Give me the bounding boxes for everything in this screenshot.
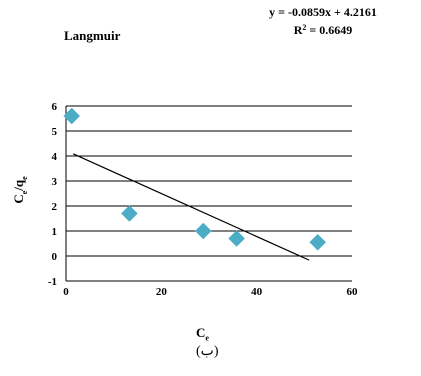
gridlines bbox=[66, 105, 352, 282]
y-tick-label-6: 5 bbox=[52, 126, 58, 138]
trendline bbox=[72, 153, 310, 261]
x-tick-label-3: 60 bbox=[347, 286, 359, 298]
r-squared-superscript: 2 bbox=[302, 23, 307, 32]
equation-text: y = -0.0859x + 4.2161 bbox=[269, 5, 377, 19]
data-point-4 bbox=[309, 233, 327, 251]
y-tick-label-7: 6 bbox=[52, 101, 58, 113]
x-tick-label-0: 0 bbox=[63, 286, 69, 298]
trendline-layer bbox=[72, 153, 310, 261]
data-point-0 bbox=[63, 107, 81, 125]
y-tick-label-0: -1 bbox=[48, 276, 57, 288]
x-axis-label-sub: e bbox=[205, 333, 209, 343]
chart-title: Langmuir bbox=[64, 28, 121, 43]
x-tick-label-1: 20 bbox=[156, 286, 168, 298]
data-point-2 bbox=[194, 222, 212, 240]
r-squared-prefix: R bbox=[293, 23, 303, 37]
figure-caption: (ب) bbox=[196, 344, 219, 359]
y-tick-label-1: 0 bbox=[52, 251, 58, 263]
data-point-1 bbox=[121, 205, 138, 222]
x-tick-label-2: 40 bbox=[251, 286, 263, 298]
y-tick-label-5: 4 bbox=[52, 151, 58, 163]
data-points bbox=[63, 107, 327, 251]
x-axis-label-main: C bbox=[196, 325, 206, 340]
data-point-3 bbox=[228, 230, 246, 247]
y-tick-label-3: 2 bbox=[52, 201, 58, 213]
y-tick-label-4: 3 bbox=[52, 176, 58, 188]
r-squared-value: = 0.6649 bbox=[306, 23, 353, 37]
y-tick-label-2: 1 bbox=[52, 226, 58, 238]
r-squared-text: R2 = 0.6649 bbox=[258, 20, 388, 38]
x-axis-label: Ce bbox=[196, 325, 209, 343]
trendline-equation: y = -0.0859x + 4.2161 R2 = 0.6649 bbox=[258, 4, 388, 38]
